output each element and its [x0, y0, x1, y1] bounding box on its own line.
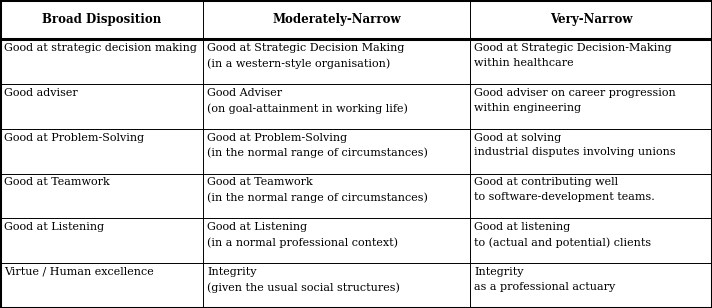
- Text: Good Adviser
(on goal-attainment in working life): Good Adviser (on goal-attainment in work…: [207, 88, 408, 114]
- Text: Good at solving
industrial disputes involving unions: Good at solving industrial disputes invo…: [474, 133, 676, 157]
- Text: Good at Problem-Solving
(in the normal range of circumstances): Good at Problem-Solving (in the normal r…: [207, 133, 428, 158]
- Text: Good at Problem-Solving: Good at Problem-Solving: [4, 133, 145, 143]
- Text: Good at Strategic Decision-Making
within healthcare: Good at Strategic Decision-Making within…: [474, 43, 672, 68]
- Text: Good at Strategic Decision Making
(in a western-style organisation): Good at Strategic Decision Making (in a …: [207, 43, 404, 69]
- Text: Integrity
as a professional actuary: Integrity as a professional actuary: [474, 267, 615, 292]
- Text: Good at Listening: Good at Listening: [4, 222, 105, 232]
- Text: Broad Disposition: Broad Disposition: [42, 13, 161, 26]
- Text: Very-Narrow: Very-Narrow: [550, 13, 632, 26]
- Text: Good at contributing well
to software-development teams.: Good at contributing well to software-de…: [474, 177, 655, 202]
- Text: Good at strategic decision making: Good at strategic decision making: [4, 43, 197, 53]
- Text: Good at Listening
(in a normal professional context): Good at Listening (in a normal professio…: [207, 222, 398, 248]
- Text: Good at Teamwork
(in the normal range of circumstances): Good at Teamwork (in the normal range of…: [207, 177, 428, 203]
- Text: Good at Teamwork: Good at Teamwork: [4, 177, 110, 187]
- Text: Integrity
(given the usual social structures): Integrity (given the usual social struct…: [207, 267, 400, 293]
- Text: Moderately-Narrow: Moderately-Narrow: [272, 13, 401, 26]
- Text: Good at listening
to (actual and potential) clients: Good at listening to (actual and potenti…: [474, 222, 651, 248]
- Text: Good adviser: Good adviser: [4, 88, 78, 98]
- Text: Good adviser on career progression
within engineering: Good adviser on career progression withi…: [474, 88, 676, 113]
- Text: Virtue / Human excellence: Virtue / Human excellence: [4, 267, 154, 277]
